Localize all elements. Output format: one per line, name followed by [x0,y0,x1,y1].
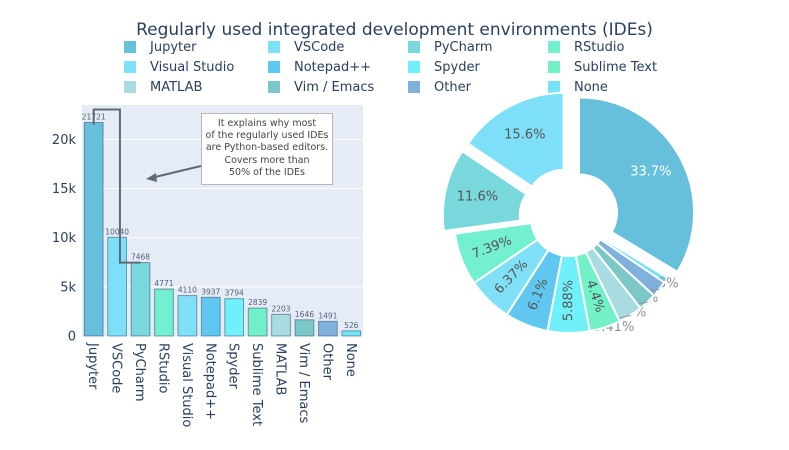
x-tick-label: PyCharm [132,343,147,402]
bar [224,298,245,337]
bar [83,121,104,337]
annotation-line: It explains why most [217,118,317,129]
legend-item[interactable]: Spyder [408,58,480,76]
legend-label: Other [434,79,471,95]
legend-item[interactable]: Other [408,78,471,96]
annotation-line: Covers more than [224,154,310,166]
legend-swatch [548,41,560,53]
y-tick-label: 20k [52,133,77,148]
legend-label: VSCode [294,39,345,55]
bar [318,320,338,337]
legend-label: None [574,79,608,95]
legend-label: PyCharm [434,39,493,55]
legend-label: RStudio [574,39,625,55]
bar-value-label: 1491 [318,311,337,320]
legend-label: Sublime Text [574,59,658,75]
legend-item[interactable]: Jupyter [124,38,196,56]
bar-value-label: 526 [344,321,359,330]
bar-value-label: 2839 [248,298,267,307]
legend-swatch [268,41,280,53]
legend-swatch [408,81,420,93]
bar [107,236,127,337]
y-tick-label: 0 [68,330,76,345]
y-tick-label: 5k [60,280,76,295]
legend-label: MATLAB [150,79,203,95]
y-tick-label: 15k [52,182,77,197]
legend-swatch [124,41,136,53]
legend-item[interactable]: RStudio [548,38,624,56]
legend-swatch [408,61,420,73]
legend-label: Vim / Emacs [294,79,375,95]
legend-item[interactable]: Visual Studio [124,58,234,76]
legend-item[interactable]: MATLAB [124,78,202,96]
legend-label: Notepad++ [294,59,372,75]
legend-item[interactable]: VSCode [268,38,344,56]
annotation-bracket [92,108,141,264]
bar-value-label: 7468 [131,253,150,262]
pie-slice-label: 5.88% [561,280,576,321]
legend-label: Visual Studio [150,59,235,75]
pie-slice [441,149,528,233]
chart-title: Regularly used integrated development en… [136,20,653,40]
legend-item[interactable]: Vim / Emacs [268,78,374,96]
annotation-box: It explains why most of the regularly us… [201,113,333,185]
x-tick-label: MATLAB [273,343,288,395]
bar [341,330,362,337]
bar [294,319,315,337]
bar-value-label: 3794 [225,289,244,298]
legend-swatch [268,81,280,93]
bar [154,288,174,337]
bar-value-label: 10040 [105,227,129,236]
annotation-line: 50% of the IDEs [229,166,305,178]
bar-value-label: 1646 [295,310,314,319]
legend-item[interactable]: PyCharm [408,38,493,56]
bar-value-label: 4110 [178,286,197,295]
x-tick-label: VSCode [109,343,124,393]
legend-item[interactable]: Notepad++ [268,58,371,76]
legend-label: Spyder [434,59,480,75]
x-tick-label: Spyder [226,343,241,389]
x-tick-label: RStudio [155,343,170,393]
x-tick-label: Vim / Emacs [296,343,311,424]
bar [177,295,198,337]
pie-slice [466,91,565,189]
pie-slice [453,222,540,285]
pie-slice-label: 11.6% [457,189,498,204]
bar-value-label: 2203 [271,304,290,313]
legend-swatch [124,81,136,93]
y-tick-label: 10k [52,231,77,246]
annotation-line: of the regularly used IDEs [205,130,329,142]
bar [130,262,151,337]
pie-slice [578,96,696,274]
x-tick-label: Sublime Text [249,343,264,426]
x-tick-label: Visual Studio [179,343,194,427]
bar [271,313,291,337]
pie-slice-label: 15.6% [504,128,545,143]
legend-item[interactable]: None [548,78,608,96]
legend-swatch [548,81,560,93]
bar-value-label: 3937 [201,287,220,296]
legend-swatch [408,41,420,53]
annotation-arrow-line [154,165,202,178]
legend-label: Jupyter [150,39,197,55]
x-tick-label: Other [319,343,334,381]
bar [247,307,268,337]
bar-value-label: 4771 [154,279,173,288]
x-tick-label: None [343,343,358,377]
legend-swatch [124,61,136,73]
x-tick-label: Notepad++ [202,343,217,420]
pie-slice-label: 33.7% [630,164,671,179]
x-tick-label: Jupyter [85,342,100,390]
legend-swatch [268,61,280,73]
annotation-line: are Python-based editors. [205,142,329,154]
legend-swatch [548,61,560,73]
legend-item[interactable]: Sublime Text [548,58,657,76]
bar [200,296,221,337]
annotation-arrowhead [146,173,157,182]
